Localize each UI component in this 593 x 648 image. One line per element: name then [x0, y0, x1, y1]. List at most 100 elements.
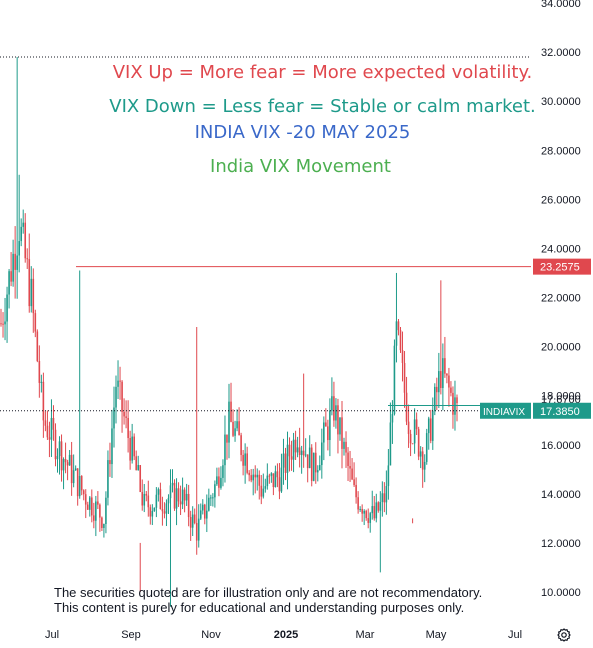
last-price-label: 17.3850 [540, 406, 580, 418]
candle-body [26, 258, 29, 260]
candle-body [329, 410, 331, 441]
candle-body [454, 397, 456, 415]
candle-body [351, 468, 353, 480]
candle-body [438, 371, 440, 393]
annotation-date: INDIA VIX -20 MAY 2025 [194, 122, 411, 143]
candle-body [86, 504, 89, 510]
candle-body [50, 417, 53, 440]
candle-body [442, 358, 444, 388]
candle-body [52, 417, 55, 430]
candle-body [62, 459, 65, 471]
candle-body [141, 492, 144, 506]
candle-body [64, 459, 67, 463]
candle-body [10, 271, 12, 282]
candle-body [46, 425, 49, 438]
candle-body [6, 294, 8, 322]
candle-body [357, 497, 359, 510]
candle-body [40, 381, 43, 383]
candle-body [363, 510, 365, 514]
candle-body [91, 497, 93, 516]
candle-body [80, 476, 83, 491]
x-tick-label: Jul [508, 629, 522, 641]
candle-body [117, 380, 119, 387]
y-axis: 34.0000 32.0000 30.0000 28.0000 26.0000 24.00… [541, 0, 581, 599]
candle-body [280, 467, 283, 492]
candle-body [312, 452, 315, 481]
candle-body [203, 504, 206, 519]
candle-body [284, 453, 287, 473]
candle-body [28, 259, 31, 307]
y-tick-label: 16.0000 [541, 440, 581, 452]
candle-body [292, 439, 295, 460]
candle-body [54, 429, 57, 460]
candle-body [56, 456, 59, 460]
candle-body [58, 441, 61, 457]
candle-body [95, 501, 97, 521]
x-tick-label: Jul [45, 629, 59, 641]
candle-body [395, 321, 398, 346]
candle-body [433, 386, 436, 412]
candle-body [276, 471, 279, 478]
y-tick-label: 18.0000 [541, 391, 581, 403]
candle-body [206, 510, 208, 519]
gear-icon[interactable] [556, 627, 572, 643]
candle-body [82, 490, 85, 495]
candle-body [274, 471, 277, 488]
candle-body [22, 222, 25, 227]
candle-body [321, 442, 323, 466]
y-tick-label: 30.0000 [541, 96, 581, 108]
candle-body [222, 465, 224, 478]
candle-body [385, 486, 388, 503]
candle-body [111, 428, 113, 465]
candle-body [425, 433, 428, 462]
x-tick-label: May [426, 629, 447, 641]
candle-body [99, 504, 101, 518]
candle-body [173, 482, 176, 509]
candle-body [294, 439, 297, 453]
candle-body [369, 513, 372, 523]
candle-body [391, 414, 394, 423]
candle-body [335, 405, 337, 421]
candle-body [254, 474, 257, 478]
candle-body [272, 473, 275, 488]
candle-body [179, 501, 182, 505]
candle-body [145, 493, 148, 496]
candle-body [214, 484, 216, 498]
candle-body [304, 454, 307, 456]
candle-body [226, 434, 228, 443]
candle-body [103, 524, 105, 528]
candle-body [48, 437, 51, 440]
candles-layer [0, 56, 458, 607]
candle-body [268, 475, 271, 477]
candle-body [296, 447, 299, 453]
candle-body [349, 466, 351, 469]
candle-body [167, 498, 170, 504]
candle-body [298, 447, 301, 455]
chart-title: India VIX Movement [210, 156, 391, 177]
candle-body [232, 421, 234, 436]
candle-body [327, 426, 329, 441]
candle-body [115, 386, 117, 408]
candle-body [333, 396, 335, 421]
x-axis: Jul Sep Nov 2025 Mar May Jul [45, 629, 522, 641]
candle-body [177, 488, 180, 502]
candle-body [155, 494, 158, 508]
candle-body [262, 488, 265, 497]
candle-body [133, 436, 135, 457]
candle-body [325, 422, 327, 427]
candle-body [76, 468, 79, 497]
candle-body [371, 506, 374, 514]
candle-body [187, 493, 190, 518]
candle-body [185, 493, 188, 501]
last-price-box [533, 402, 591, 419]
candle-body [105, 497, 107, 525]
y-tick-label: 12.0000 [541, 538, 581, 550]
candle-body [121, 381, 123, 412]
candle-body [282, 453, 285, 468]
candle-body [375, 502, 378, 519]
candle-body [417, 429, 420, 457]
candle-body [310, 447, 313, 481]
candle-body [107, 460, 109, 498]
candle-body [169, 485, 172, 499]
